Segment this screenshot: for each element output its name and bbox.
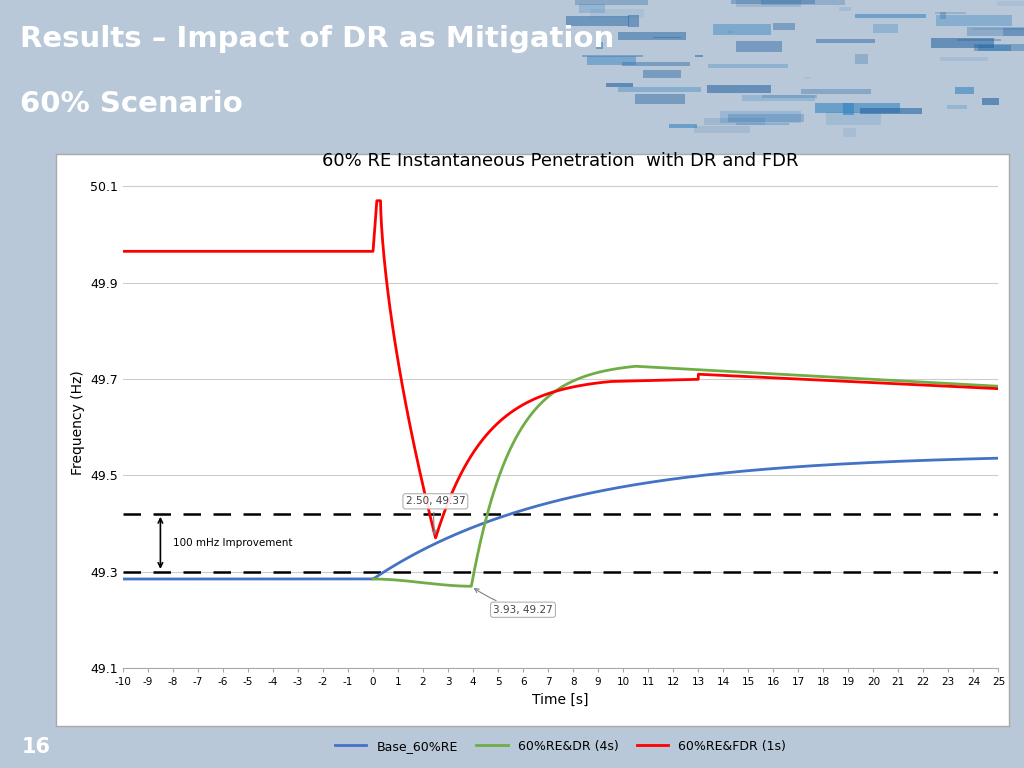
Bar (579, 4, 605, 12)
Bar (653, 37, 681, 38)
Bar (872, 24, 897, 33)
Y-axis label: Frequency (Hz): Frequency (Hz) (71, 370, 85, 475)
Bar (955, 87, 975, 94)
Bar (618, 32, 686, 40)
Bar (618, 87, 700, 91)
Bar (727, 31, 733, 34)
Bar (731, 0, 815, 4)
Bar (843, 103, 854, 114)
Bar (947, 105, 967, 109)
Text: 16: 16 (22, 737, 50, 757)
Bar (1004, 28, 1024, 36)
Bar (574, 0, 648, 5)
Bar (762, 95, 817, 98)
Bar (974, 44, 1024, 51)
Bar (736, 41, 782, 51)
Text: 60% Scenario: 60% Scenario (20, 90, 244, 118)
Bar (826, 112, 882, 125)
Bar (728, 114, 804, 122)
Bar (839, 7, 851, 11)
Bar (804, 77, 811, 79)
Bar (606, 83, 633, 88)
Text: 2.50, 49.37: 2.50, 49.37 (406, 496, 465, 534)
Bar (855, 15, 926, 18)
Bar (860, 108, 923, 114)
Title: 60% RE Instantaneous Penetration  with DR and FDR: 60% RE Instantaneous Penetration with DR… (323, 151, 799, 170)
Bar (742, 95, 815, 101)
Bar (643, 70, 681, 78)
Text: Results – Impact of DR as Mitigation: Results – Impact of DR as Mitigation (20, 25, 614, 53)
Bar (635, 94, 685, 104)
Bar (801, 89, 871, 94)
Bar (968, 27, 1024, 36)
Bar (703, 118, 765, 124)
Bar (707, 84, 771, 93)
Bar (982, 98, 998, 105)
Bar (622, 62, 690, 66)
Bar (855, 54, 867, 65)
Bar (708, 64, 787, 68)
Bar (972, 28, 1024, 31)
Bar (669, 124, 697, 127)
Bar (720, 111, 801, 123)
Bar (582, 55, 643, 57)
Text: 3.93, 49.27: 3.93, 49.27 (475, 588, 553, 614)
Bar (843, 128, 856, 137)
Bar (590, 9, 644, 18)
Bar (694, 126, 750, 133)
Bar (815, 103, 900, 113)
Bar (940, 58, 988, 61)
Bar (587, 56, 637, 65)
Bar (940, 12, 946, 19)
X-axis label: Time [s]: Time [s] (532, 693, 589, 707)
Bar (816, 38, 874, 42)
Bar (773, 22, 795, 30)
Bar (565, 16, 629, 25)
Legend: Base_60%RE, 60%RE&DR (4s), 60%RE&FDR (1s): Base_60%RE, 60%RE&DR (4s), 60%RE&FDR (1s… (330, 735, 792, 758)
Bar (695, 55, 702, 57)
Bar (761, 0, 845, 5)
Bar (713, 25, 771, 35)
Bar (936, 15, 1013, 26)
Bar (978, 45, 1011, 51)
Bar (736, 0, 801, 7)
Bar (996, 1, 1024, 6)
Bar (628, 15, 639, 28)
Bar (596, 41, 603, 49)
Bar (931, 38, 993, 48)
Bar (736, 124, 788, 125)
Bar (957, 38, 1001, 41)
Bar (935, 12, 967, 15)
Text: 100 mHz Improvement: 100 mHz Improvement (173, 538, 293, 548)
